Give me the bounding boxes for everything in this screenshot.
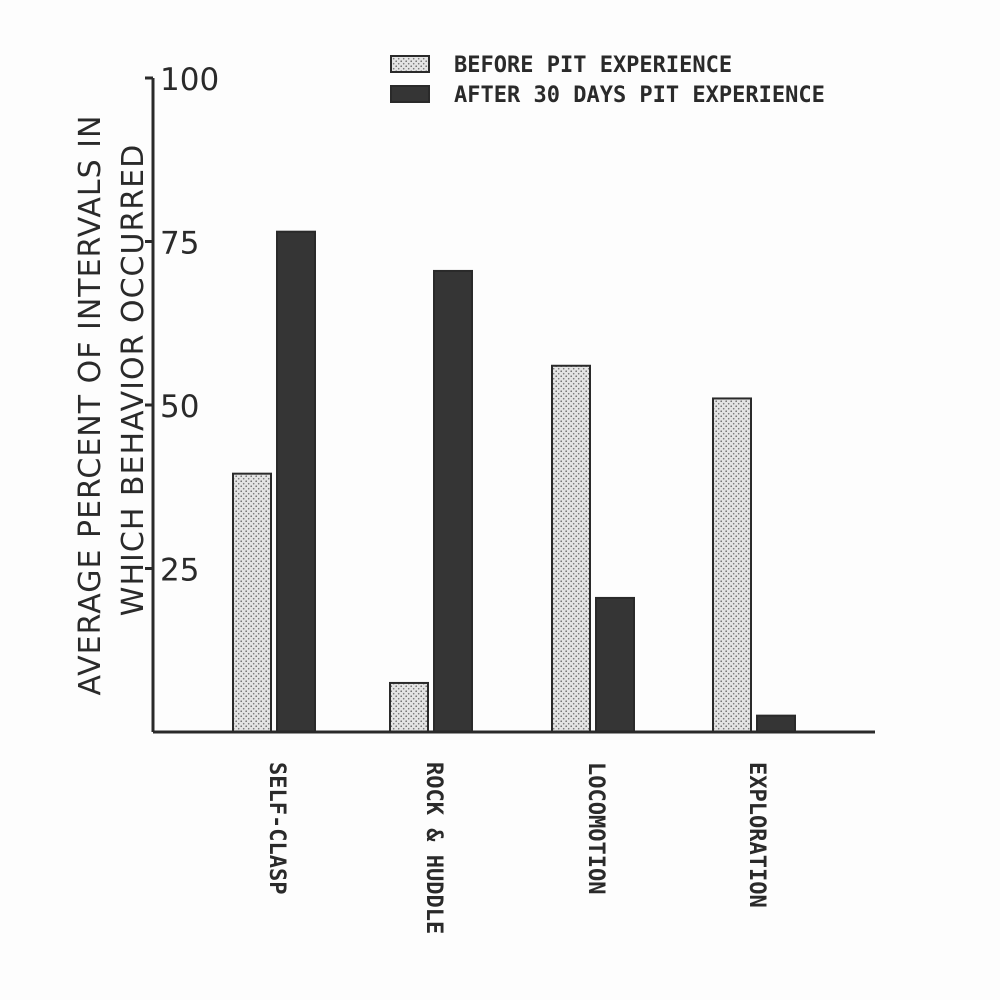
y-tick-label-100: 100 bbox=[160, 62, 219, 98]
bar-after-1 bbox=[433, 269, 473, 733]
y-axis-label-line-1: AVERAGE PERCENT OF INTERVALS IN bbox=[73, 115, 108, 696]
legend-swatch-after bbox=[390, 85, 430, 103]
legend-label-before: BEFORE PIT EXPERIENCE bbox=[454, 53, 732, 78]
bar-after-3 bbox=[756, 714, 796, 734]
y-axis-ticks: 25 50 75 100 bbox=[145, 62, 219, 589]
bar-before-0 bbox=[232, 472, 272, 733]
bar-after-0 bbox=[276, 230, 316, 733]
bar-before-1 bbox=[389, 681, 429, 734]
x-category-label-3: EXPLORATION bbox=[744, 762, 769, 908]
x-category-label-1: ROCK & HUDDLE bbox=[421, 762, 446, 934]
bar-before-2 bbox=[551, 364, 591, 733]
bar-after-2 bbox=[595, 596, 635, 733]
y-tick-label-75: 75 bbox=[160, 226, 199, 262]
legend-label-after: AFTER 30 DAYS PIT EXPERIENCE bbox=[454, 83, 825, 108]
bar-before-3 bbox=[712, 397, 752, 733]
x-category-label-2: LOCOMOTION bbox=[583, 762, 608, 894]
x-category-label-0: SELF-CLASP bbox=[264, 762, 289, 894]
y-axis-label: AVERAGE PERCENT OF INTERVALS IN WHICH BE… bbox=[73, 115, 151, 696]
y-tick-label-50: 50 bbox=[160, 389, 199, 425]
bars bbox=[232, 230, 796, 734]
x-axis-category-labels: SELF-CLASP ROCK & HUDDLE LOCOMOTION EXPLORA… bbox=[264, 762, 769, 934]
y-axis-label-line-2: WHICH BEHAVIOR OCCURRED bbox=[116, 144, 151, 616]
legend: BEFORE PIT EXPERIENCE AFTER 30 DAYS PIT E… bbox=[390, 53, 825, 108]
legend-swatch-before bbox=[390, 55, 430, 73]
y-tick-label-25: 25 bbox=[160, 553, 199, 589]
